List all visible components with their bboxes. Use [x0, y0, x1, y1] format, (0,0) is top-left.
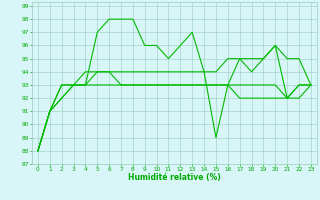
X-axis label: Humidité relative (%): Humidité relative (%)	[128, 173, 221, 182]
